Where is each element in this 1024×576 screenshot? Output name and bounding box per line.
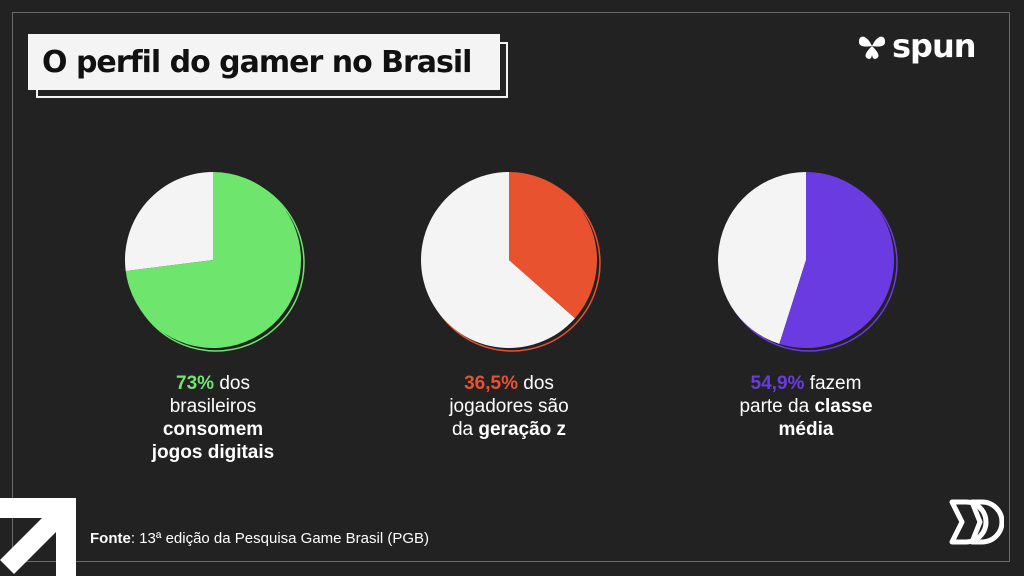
dd-logo-icon	[949, 499, 1004, 545]
brand-name: spun	[892, 27, 977, 65]
caption-value: 73%	[176, 373, 215, 394]
caption-middle-class: 54,9% fazem parte da classe média	[739, 373, 873, 440]
spun-leaf-icon	[858, 36, 886, 59]
caption-gamers: 73% dos brasileiros consomem jogos digit…	[151, 373, 275, 463]
pie-slice-highlight	[125, 172, 301, 348]
caption-gen-z: 36,5% dos jogadores são da geração z	[449, 373, 569, 440]
pie-slice-highlight	[509, 172, 598, 319]
brand-logo: spun	[856, 27, 977, 65]
title-box: O perfil do gamer no Brasil	[28, 34, 500, 90]
caption-value: 36,5%	[464, 373, 518, 394]
source-note: Fonte: 13ª edição da Pesquisa Game Brasi…	[90, 530, 430, 547]
pie-chart-gamers	[124, 172, 305, 352]
pie-slice-rest	[718, 172, 806, 344]
content-frame	[12, 12, 1010, 562]
pie-chart-gen-z	[421, 172, 601, 352]
arrow-up-right-icon	[0, 498, 76, 576]
pie-chart-middle-class	[718, 172, 898, 352]
caption-value: 54,9%	[750, 373, 805, 394]
pie-slice-highlight	[779, 172, 895, 348]
page-title: O perfil do gamer no Brasil	[42, 44, 472, 80]
pie-slice-rest	[421, 172, 576, 348]
pie-slice-rest	[124, 172, 213, 272]
